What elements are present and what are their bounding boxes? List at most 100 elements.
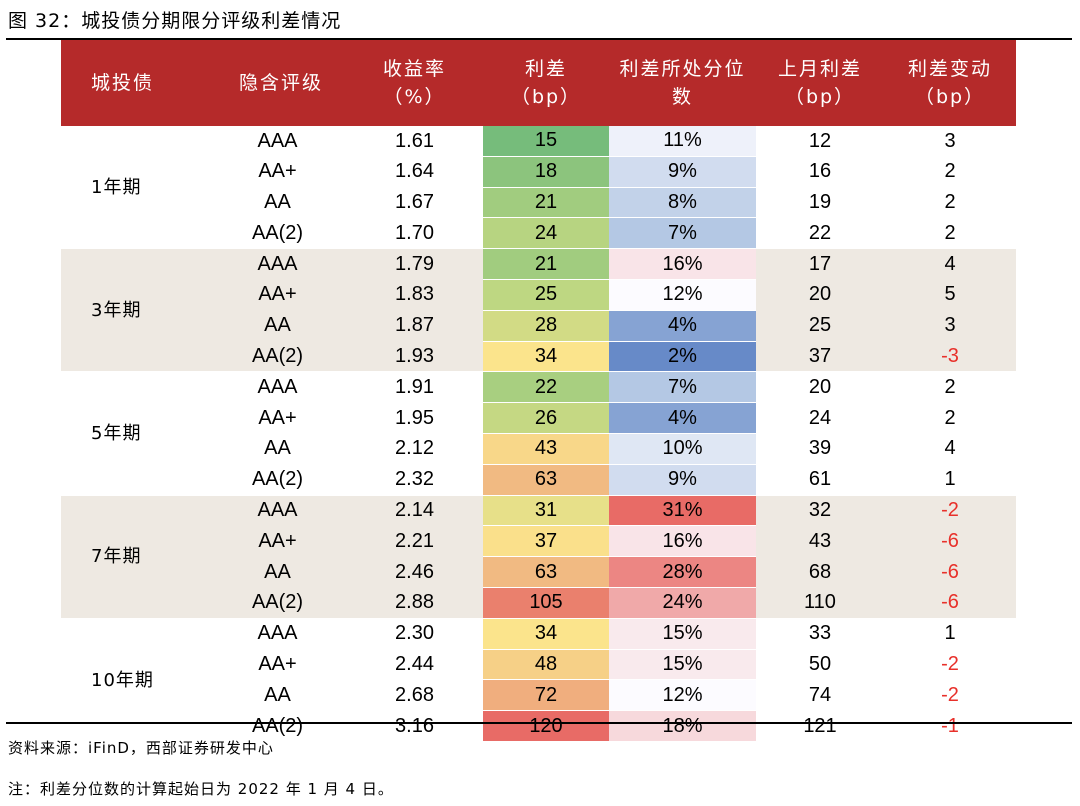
spread-cell: 15 bbox=[483, 126, 609, 157]
header-spread-line1: 利差 bbox=[524, 58, 567, 80]
last-month-cell: 43 bbox=[756, 525, 884, 557]
table-row: 5年期 AAA 1.91 22 7% 20 2 bbox=[61, 371, 1016, 496]
percentile-cell: 8% bbox=[609, 187, 756, 219]
rating-cell: AAA bbox=[209, 248, 346, 280]
spread-cell: 34 bbox=[483, 618, 609, 650]
yield-cell: 2.30 bbox=[346, 618, 483, 650]
spread-cell: 34 bbox=[483, 341, 609, 373]
spread-cell: 18 bbox=[483, 156, 609, 188]
yield-cell: 1.87 bbox=[346, 310, 483, 342]
change-cell: -3 bbox=[884, 341, 1016, 372]
last-month-cell: 19 bbox=[756, 187, 884, 218]
rating-cell: AAA bbox=[209, 618, 346, 650]
table-row: 7年期 AAA 2.14 31 31% 32 -2 bbox=[61, 495, 1016, 619]
change-cell: 3 bbox=[884, 310, 1016, 342]
rating-cell: AA(2) bbox=[209, 587, 346, 619]
header-spread: 利差 （bp） bbox=[483, 40, 609, 126]
rating-cell: AA+ bbox=[209, 156, 346, 188]
spread-cell: 28 bbox=[483, 310, 609, 342]
table-row: 1年期 AAA 1.61 15 11% 12 3 bbox=[61, 126, 1016, 249]
header-percentile-line2: 数 bbox=[671, 86, 693, 108]
spread-cell: 120 bbox=[483, 710, 609, 742]
table-row: AA 2.12 43 10% 39 4 bbox=[61, 433, 1016, 465]
header-spread-line2: （bp） bbox=[510, 86, 582, 108]
footnote: 注：利差分位数的计算起始日为 2022 年 1 月 4 日。 bbox=[8, 780, 394, 798]
rating-cell: AA(2) bbox=[209, 710, 346, 742]
yield-cell: 2.32 bbox=[346, 464, 483, 496]
rating-cell: AA(2) bbox=[209, 217, 346, 249]
rating-cell: AA bbox=[209, 187, 346, 218]
table-row: AA 1.87 28 4% 25 3 bbox=[61, 310, 1016, 342]
percentile-cell: 18% bbox=[609, 710, 756, 742]
table-row: AA+ 1.83 25 12% 20 5 bbox=[61, 279, 1016, 311]
yield-cell: 1.95 bbox=[346, 402, 483, 434]
yield-cell: 1.61 bbox=[346, 126, 483, 157]
header-last-month-line2: （bp） bbox=[784, 86, 856, 108]
term-label: 5年期 bbox=[61, 371, 209, 496]
last-month-cell: 20 bbox=[756, 279, 884, 311]
change-cell: 3 bbox=[884, 126, 1016, 157]
header-last-month-line1: 上月利差 bbox=[777, 58, 862, 80]
change-cell: 2 bbox=[884, 402, 1016, 434]
top-rule bbox=[6, 38, 1072, 40]
change-cell: -2 bbox=[884, 679, 1016, 711]
percentile-cell: 2% bbox=[609, 341, 756, 373]
yield-cell: 1.67 bbox=[346, 187, 483, 218]
spread-cell: 37 bbox=[483, 525, 609, 558]
header-yield-line1: 收益率 bbox=[382, 58, 446, 80]
change-cell: -1 bbox=[884, 710, 1016, 742]
last-month-cell: 25 bbox=[756, 310, 884, 342]
percentile-cell: 9% bbox=[609, 464, 756, 496]
yield-cell: 1.79 bbox=[346, 248, 483, 280]
percentile-cell: 12% bbox=[609, 679, 756, 712]
term-group: 1年期 AAA 1.61 15 11% 12 3 AA+ 1.64 18 9% 16 2 AA 1.67 21… bbox=[61, 126, 1016, 250]
last-month-cell: 37 bbox=[756, 341, 884, 372]
rating-cell: AA+ bbox=[209, 649, 346, 680]
term-group: 3年期 AAA 1.79 21 16% 17 4 AA+ 1.83 25 12% 20 5 AA 1.87 2… bbox=[61, 248, 1016, 373]
yield-cell: 3.16 bbox=[346, 710, 483, 742]
rating-cell: AA bbox=[209, 310, 346, 342]
percentile-cell: 7% bbox=[609, 371, 756, 404]
change-cell: -2 bbox=[884, 649, 1016, 680]
header-change-line1: 利差变动 bbox=[907, 58, 992, 80]
percentile-cell: 12% bbox=[609, 279, 756, 311]
last-month-cell: 32 bbox=[756, 495, 884, 526]
change-cell: 2 bbox=[884, 187, 1016, 218]
term-group: 5年期 AAA 1.91 22 7% 20 2 AA+ 1.95 26 4% 24 2 AA 2.12 43 1… bbox=[61, 371, 1016, 496]
change-cell: 1 bbox=[884, 464, 1016, 496]
table-row: AA(2) 1.70 24 7% 22 2 bbox=[61, 217, 1016, 250]
last-month-cell: 33 bbox=[756, 618, 884, 650]
percentile-cell: 31% bbox=[609, 495, 756, 527]
change-cell: 5 bbox=[884, 279, 1016, 311]
spread-cell: 26 bbox=[483, 402, 609, 434]
yield-cell: 1.70 bbox=[346, 217, 483, 249]
table-row: 3年期 AAA 1.79 21 16% 17 4 bbox=[61, 248, 1016, 372]
table-row: AA+ 2.21 37 16% 43 -6 bbox=[61, 525, 1016, 558]
rating-cell: AA bbox=[209, 433, 346, 465]
rating-cell: AA+ bbox=[209, 279, 346, 311]
last-month-cell: 24 bbox=[756, 402, 884, 434]
yield-cell: 2.21 bbox=[346, 525, 483, 557]
rating-cell: AAA bbox=[209, 495, 346, 526]
rating-cell: AA+ bbox=[209, 402, 346, 434]
header-term: 城投债 bbox=[61, 40, 209, 126]
rating-cell: AA bbox=[209, 556, 346, 588]
spread-cell: 72 bbox=[483, 679, 609, 712]
table-row: AA(2) 2.88 105 24% 110 -6 bbox=[61, 587, 1016, 619]
table-row: AA+ 2.44 48 15% 50 -2 bbox=[61, 649, 1016, 681]
rating-cell: AAA bbox=[209, 371, 346, 403]
yield-cell: 2.12 bbox=[346, 433, 483, 465]
last-month-cell: 110 bbox=[756, 587, 884, 619]
last-month-cell: 16 bbox=[756, 156, 884, 188]
last-month-cell: 121 bbox=[756, 710, 884, 742]
spread-cell: 63 bbox=[483, 464, 609, 496]
last-month-cell: 22 bbox=[756, 217, 884, 249]
percentile-cell: 4% bbox=[609, 402, 756, 434]
header-change-line2: （bp） bbox=[914, 86, 986, 108]
rating-cell: AA(2) bbox=[209, 464, 346, 496]
rating-cell: AA+ bbox=[209, 525, 346, 557]
table-row: AA(2) 3.16 120 18% 121 -1 bbox=[61, 710, 1016, 742]
header-percentile: 利差所处分位 数 bbox=[609, 40, 756, 126]
percentile-cell: 10% bbox=[609, 433, 756, 465]
yield-cell: 2.44 bbox=[346, 649, 483, 680]
